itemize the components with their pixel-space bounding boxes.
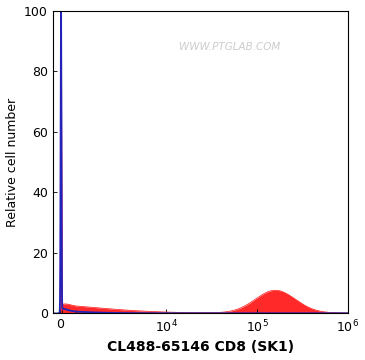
Text: WWW.PTGLAB.COM: WWW.PTGLAB.COM [179,42,281,52]
X-axis label: CL488-65146 CD8 (SK1): CL488-65146 CD8 (SK1) [107,341,294,355]
Y-axis label: Relative cell number: Relative cell number [5,98,19,226]
